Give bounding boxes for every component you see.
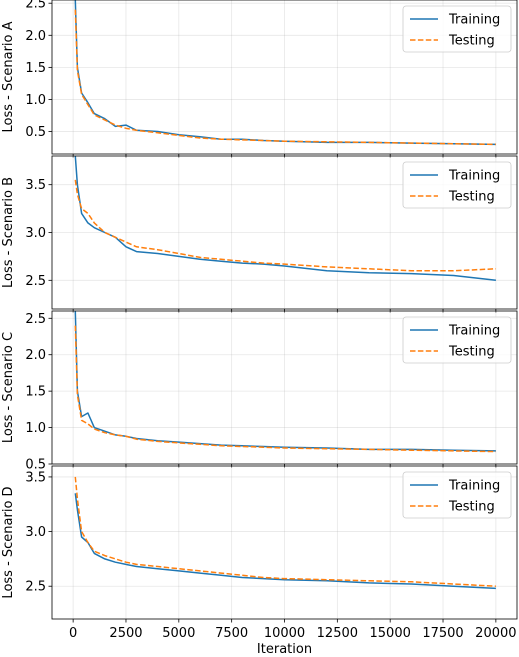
legend-label-training: Training bbox=[448, 13, 500, 28]
training-line bbox=[74, 156, 496, 282]
y-tick-label: 3.5 bbox=[25, 470, 46, 485]
y-tick-label: 2.5 bbox=[25, 0, 46, 12]
testing-line bbox=[74, 325, 496, 453]
panel-c: 0.5 1.0 1.5 2.0 2.5 Loss - Scenario C Training… bbox=[1, 310, 518, 473]
y-axis-label: Loss - Scenario D bbox=[1, 486, 16, 598]
y-axis-label: Loss - Scenario A bbox=[1, 21, 16, 132]
y-tick-label: 1.5 bbox=[25, 61, 46, 76]
legend: Training Testing bbox=[402, 5, 512, 53]
legend-label-testing: Testing bbox=[448, 34, 495, 49]
x-tick-label: 2500 bbox=[109, 626, 142, 641]
y-tick-label: 0.5 bbox=[25, 458, 46, 473]
panel-d: 2.5 3.0 3.5 Loss - Scenario D Training Testin… bbox=[1, 465, 518, 623]
legend: Training Testing bbox=[402, 161, 512, 209]
legend-label-testing: Testing bbox=[448, 190, 495, 205]
x-axis-label: Iteration bbox=[257, 642, 312, 657]
x-tick-label: 0 bbox=[69, 626, 77, 641]
x-tick-label: 10000 bbox=[264, 626, 305, 641]
legend: Training Testing bbox=[402, 471, 512, 519]
testing-line bbox=[74, 179, 496, 272]
panel-a: 0.5 1.0 1.5 2.0 2.5 Loss - Scenario A Training… bbox=[1, 0, 518, 158]
y-tick-label: 2.0 bbox=[25, 348, 46, 363]
y-axis-label: Loss - Scenario C bbox=[1, 332, 16, 443]
y-tick-label: 2.5 bbox=[25, 580, 46, 595]
legend-label-training: Training bbox=[448, 324, 500, 339]
y-tick-label: 1.0 bbox=[25, 421, 46, 436]
testing-line bbox=[74, 476, 496, 587]
y-tick-label: 2.5 bbox=[25, 274, 46, 289]
panel-b: 2.5 3.0 3.5 Loss - Scenario B Training Testin… bbox=[1, 155, 518, 313]
testing-line bbox=[74, 9, 496, 146]
legend-label-training: Training bbox=[448, 169, 500, 184]
legend-label-training: Training bbox=[448, 479, 500, 494]
x-tick-label: 17500 bbox=[422, 626, 463, 641]
x-tick-label: 15000 bbox=[370, 626, 411, 641]
y-tick-label: 1.0 bbox=[25, 93, 46, 108]
y-tick-label: 3.0 bbox=[25, 226, 46, 241]
legend: Training Testing bbox=[402, 316, 512, 364]
legend-label-testing: Testing bbox=[448, 345, 495, 360]
y-tick-label: 3.5 bbox=[25, 178, 46, 193]
x-tick-label: 12500 bbox=[317, 626, 358, 641]
y-tick-label: 3.0 bbox=[25, 525, 46, 540]
y-tick-label: 1.5 bbox=[25, 385, 46, 400]
x-tick-label: 20000 bbox=[475, 626, 516, 641]
y-tick-label: 2.0 bbox=[25, 29, 46, 44]
x-tick-label: 7500 bbox=[215, 626, 248, 641]
x-tick-label: 5000 bbox=[162, 626, 195, 641]
y-tick-label: 0.5 bbox=[25, 125, 46, 140]
y-tick-label: 2.5 bbox=[25, 312, 46, 327]
y-axis-label: Loss - Scenario B bbox=[1, 177, 16, 288]
legend-label-testing: Testing bbox=[448, 500, 495, 515]
